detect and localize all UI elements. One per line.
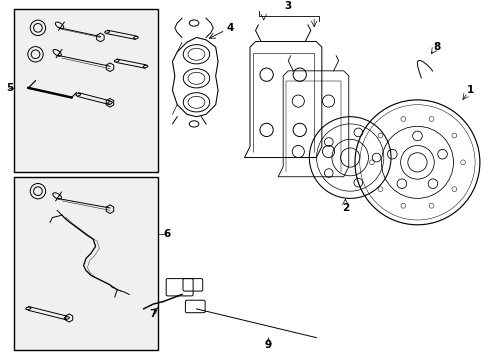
Text: 1: 1	[466, 85, 473, 95]
Text: 3: 3	[284, 1, 291, 11]
Text: 6: 6	[163, 229, 171, 239]
Polygon shape	[14, 9, 158, 172]
Text: 9: 9	[264, 340, 271, 350]
Text: 4: 4	[226, 23, 233, 33]
Text: 7: 7	[149, 309, 157, 319]
Text: 5: 5	[6, 83, 13, 93]
Text: 8: 8	[432, 42, 439, 52]
Polygon shape	[14, 177, 158, 350]
Text: 2: 2	[341, 203, 348, 213]
